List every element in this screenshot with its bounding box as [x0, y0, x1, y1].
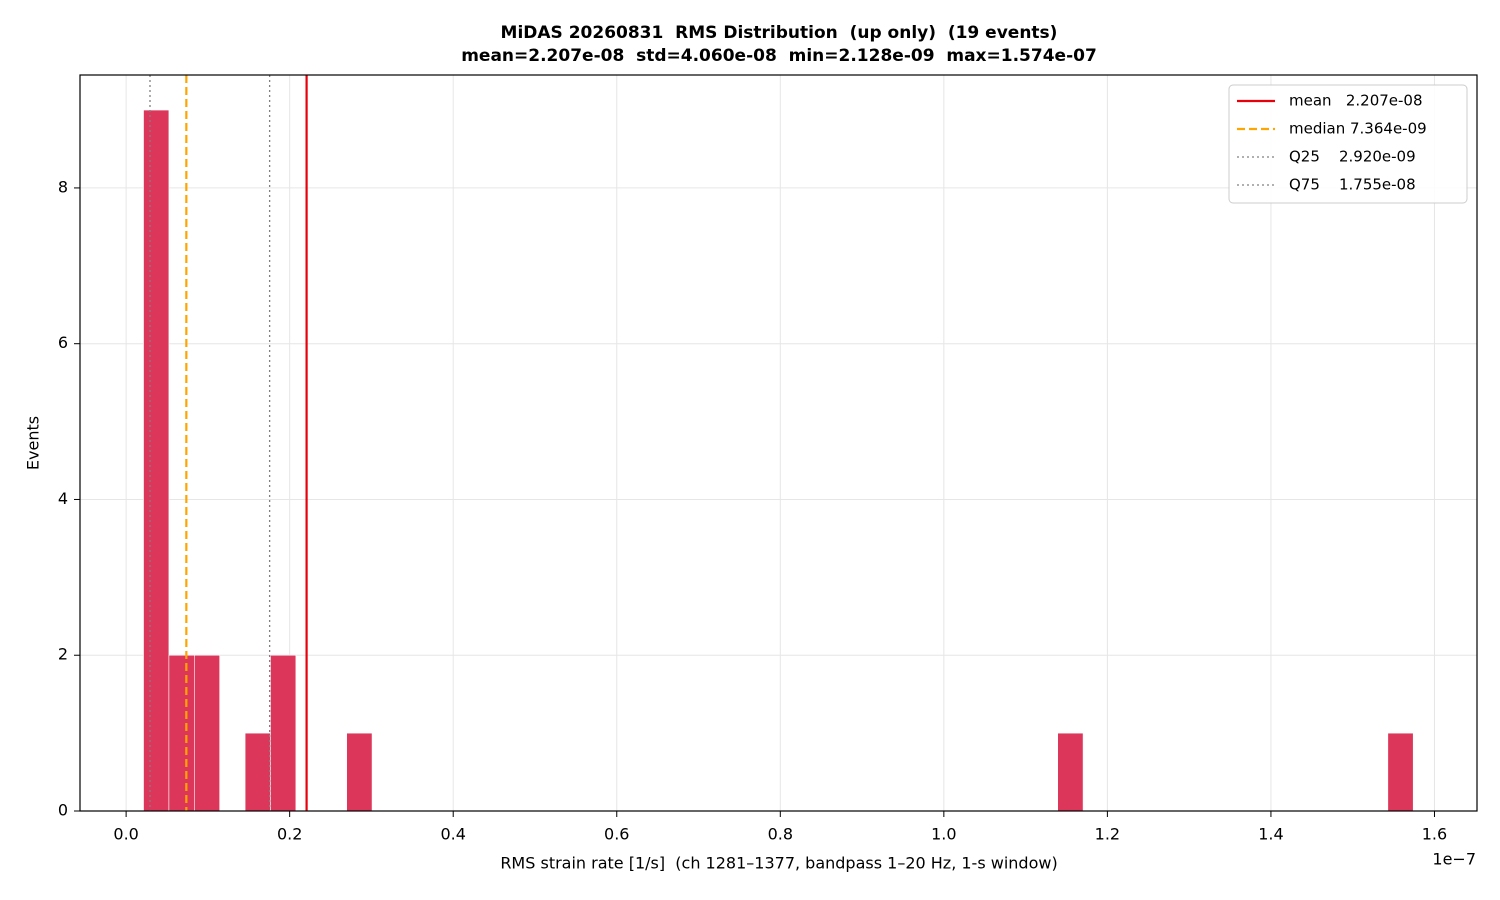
bar: [194, 654, 220, 812]
x-tick-label: 0.6: [604, 825, 629, 844]
legend-label: Q75 1.755e-08: [1289, 176, 1416, 194]
bar: [1387, 732, 1414, 812]
legend-label: mean 2.207e-08: [1289, 92, 1423, 110]
legend-label: median 7.364e-09: [1289, 120, 1427, 138]
x-tick-label: 1.2: [1095, 825, 1120, 844]
bar: [346, 732, 373, 812]
bar: [1057, 732, 1084, 812]
x-tick-label: 0.4: [440, 825, 465, 844]
x-offset-label: 1e−7: [1432, 850, 1476, 869]
y-tick-label: 8: [58, 177, 68, 196]
x-tick-label: 0.2: [277, 825, 302, 844]
legend-box: [1228, 84, 1468, 204]
bar: [143, 109, 170, 812]
bar: [270, 654, 297, 812]
y-tick-label: 0: [58, 801, 68, 820]
x-tick-label: 0.0: [113, 825, 138, 844]
y-tick-label: 6: [58, 333, 68, 352]
x-tick-label: 1.6: [1422, 825, 1447, 844]
bar: [244, 732, 271, 812]
x-tick-label: 1.4: [1258, 825, 1283, 844]
x-tick-label: 1.0: [931, 825, 956, 844]
bar: [168, 654, 195, 812]
y-tick-label: 4: [58, 489, 68, 508]
plot-frame: [79, 74, 1478, 812]
chart-title: MiDAS 20260831 RMS Distribution (up only…: [501, 23, 1058, 43]
x-axis-label: RMS strain rate [1/s] (ch 1281–1377, ban…: [500, 854, 1057, 873]
x-tick-label: 0.8: [768, 825, 793, 844]
legend-label: Q25 2.920e-09: [1289, 148, 1416, 166]
y-axis-label: Events: [24, 416, 43, 470]
y-tick-label: 2: [58, 645, 68, 664]
legend: mean 2.207e-08 median 7.364e-09 Q25 2.920e…: [1228, 84, 1468, 204]
chart-subtitle: mean=2.207e-08 std=4.060e-08 min=2.128e-…: [461, 46, 1097, 66]
